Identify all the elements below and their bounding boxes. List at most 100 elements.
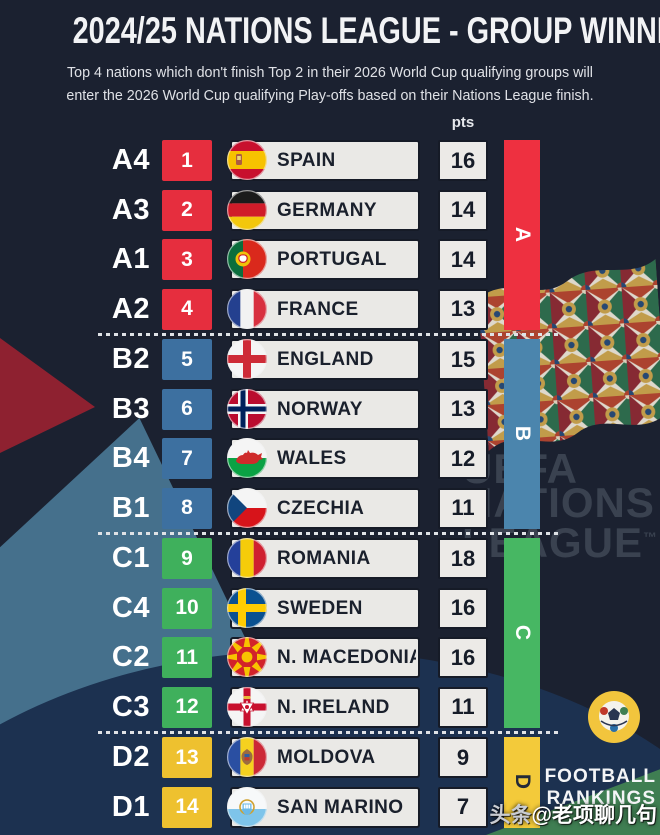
nireland-flag-icon: [227, 686, 267, 727]
group-position-label: C2: [111, 641, 150, 673]
nation-name: SWEDEN: [277, 597, 363, 619]
nation-name: ROMANIA: [277, 548, 371, 569]
pts-column-header: pts: [451, 114, 475, 131]
rank-badge: 5: [162, 339, 212, 380]
group-bar-letter: C: [510, 624, 534, 641]
group-bar-a: A: [504, 140, 540, 330]
table-row-wales: B4 7 WALES 12: [95, 438, 495, 479]
points-value: 11: [438, 487, 488, 529]
rank-badge: 14: [162, 786, 212, 828]
nation-plate: FRANCE: [227, 288, 420, 330]
wales-flag-icon: [227, 438, 267, 478]
group-bar-b: B: [504, 339, 540, 529]
brand-text: FOOTBALL RANKINGS: [545, 766, 656, 810]
group-position-label: A2: [111, 292, 150, 325]
nation-plate: SPAIN: [227, 140, 420, 181]
page-subtitle: Top 4 nations which don't finish Top 2 i…: [0, 62, 660, 108]
group-bar-letter: A: [510, 226, 534, 243]
nation-name: SPAIN: [277, 150, 336, 171]
points-value: 14: [438, 189, 488, 231]
romania-flag-icon: [227, 538, 267, 578]
table-row-norway: B3 6 NORWAY 13: [95, 388, 495, 430]
rank-badge: 6: [162, 388, 212, 430]
nation-plate: MOLDOVA: [227, 737, 420, 778]
sweden-flag-icon: [227, 587, 267, 628]
nation-plate: SWEDEN: [227, 587, 420, 629]
group-position-label: B2: [111, 343, 150, 375]
group-position-label: D1: [111, 790, 150, 823]
group-position-label: B3: [111, 392, 150, 425]
brand-line-football: FOOTBALL: [544, 766, 656, 787]
portugal-flag-icon: [227, 239, 267, 279]
rank-badge: 4: [162, 288, 212, 330]
group-position-label: C1: [111, 542, 150, 574]
nation-name: N. IRELAND: [277, 696, 390, 718]
points-value: 16: [438, 637, 488, 678]
nation-name: MOLDOVA: [277, 747, 376, 768]
germany-flag-icon: [227, 189, 267, 230]
group-bar-letter: D: [510, 774, 534, 791]
moldova-flag-icon: [227, 737, 267, 777]
group-separator-1: [98, 333, 560, 336]
wales-flag-icon: [227, 438, 267, 478]
nation-plate: ROMANIA: [227, 538, 420, 579]
nation-name: NORWAY: [277, 398, 363, 420]
points-value: 7: [438, 786, 488, 828]
group-position-label: A4: [111, 144, 150, 176]
points-value: 11: [438, 686, 488, 728]
subtitle-line1: Top 4 nations which don't finish Top 2 i…: [67, 65, 593, 81]
table-row-portugal: A1 3 PORTUGAL 14: [95, 239, 495, 280]
author-watermark: 头条@老项聊几句: [490, 799, 657, 829]
table-row-france: A2 4 FRANCE 13: [95, 288, 495, 330]
portugal-flag-icon: [227, 239, 267, 279]
table-row-n-macedonia: C2 11 N. MACEDONIA 16: [95, 637, 495, 678]
group-position-label: C4: [111, 591, 150, 624]
page-title: 2024/25 NATIONS LEAGUE - GROUP WINNERS: [72, 10, 660, 51]
france-flag-icon: [227, 288, 267, 329]
nation-name: GERMANY: [277, 199, 377, 221]
points-value: 12: [438, 438, 488, 479]
england-flag-icon: [227, 339, 267, 379]
table-row-romania: C1 9 ROMANIA 18: [95, 538, 495, 579]
group-bar-c: C: [504, 538, 540, 728]
points-value: 16: [438, 587, 488, 629]
spain-flag-icon: [227, 140, 267, 180]
table-row-san-marino: D1 14 SAN MARINO 7: [95, 786, 495, 828]
watermark-prefix: 头条: [489, 804, 532, 827]
table-row-moldova: D2 13 MOLDOVA 9: [95, 737, 495, 778]
rank-badge: 7: [162, 438, 212, 479]
nation-plate: N. IRELAND: [227, 686, 420, 728]
nation-name: SAN MARINO: [277, 796, 404, 818]
group-position-label: B4: [111, 442, 150, 474]
group-section-c: C1 9 ROMANIA 18 C4 10 SWEDEN 16 C2 11 N. MACEDONIA…: [0, 538, 660, 728]
points-value: 14: [438, 239, 488, 280]
group-bar-letter: B: [510, 425, 534, 442]
points-value: 13: [438, 388, 488, 430]
table-row-germany: A3 2 GERMANY 14: [95, 189, 495, 231]
nireland-flag-icon: [227, 686, 267, 727]
england-flag-icon: [227, 339, 267, 379]
group-bar-d: D: [504, 737, 540, 828]
romania-flag-icon: [227, 538, 267, 578]
nation-plate: PORTUGAL: [227, 239, 420, 280]
group-section-a: A4 1 SPAIN 16 A3 2 GERMANY 14 A1 3 PORTUGAL 14 A2 4 FR…: [0, 140, 660, 330]
nation-name: WALES: [277, 448, 347, 469]
nation-name: FRANCE: [277, 298, 359, 320]
table-row-n-ireland: C3 12 N. IRELAND 11: [95, 686, 495, 728]
watermark-handle: @老项聊几句: [531, 804, 657, 827]
nation-plate: GERMANY: [227, 189, 420, 231]
table-row-spain: A4 1 SPAIN 16: [95, 140, 495, 181]
nation-plate: CZECHIA: [227, 487, 420, 529]
rank-badge: 12: [162, 686, 212, 728]
nation-plate: N. MACEDONIA: [227, 637, 420, 678]
table-row-sweden: C4 10 SWEDEN 16: [95, 587, 495, 629]
group-section-b: B2 5 ENGLAND 15 B3 6 NORWAY 13 B4 7 WALES 12 B1 8 CZEC…: [0, 339, 660, 529]
spain-flag-icon: [227, 140, 267, 180]
brand-line-rankings: RANKINGS: [546, 788, 656, 809]
norway-flag-icon: [227, 388, 267, 429]
sanmarino-flag-icon: [227, 786, 267, 827]
group-position-label: C3: [111, 690, 150, 723]
nmacedonia-flag-icon: [227, 637, 267, 677]
group-section-d: D2 13 MOLDOVA 9 D1 14 SAN MARINO 7 D: [0, 737, 660, 828]
